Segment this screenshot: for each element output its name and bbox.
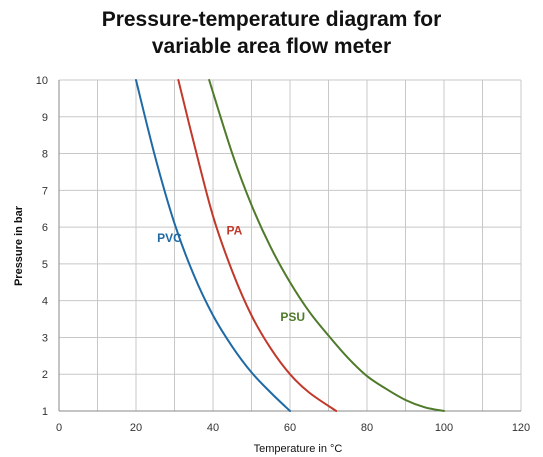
y-tick-label: 8 [42, 149, 48, 161]
grid-lines [58, 79, 522, 412]
y-tick-label: 6 [42, 222, 48, 234]
series-label-pvc: PVC [157, 231, 182, 245]
x-tick-label: 80 [361, 422, 373, 434]
y-tick-label: 10 [36, 75, 48, 87]
x-tick-label: 100 [435, 422, 453, 434]
series-lines [135, 79, 445, 412]
y-tick-label: 4 [42, 296, 48, 308]
series-line-psu [208, 79, 445, 412]
series-line-pvc [135, 79, 291, 412]
y-tick-label: 5 [42, 259, 48, 271]
chart-title-line2: variable area flow meter [151, 35, 392, 58]
x-tick-label: 20 [130, 422, 142, 434]
x-tick-label: 40 [207, 422, 219, 434]
y-tick-label: 3 [42, 332, 48, 344]
tick-labels: 0 20 40 60 80 100 120 1 2 3 4 5 6 7 8 9 10 [36, 75, 530, 434]
y-tick-label: 2 [42, 369, 48, 381]
chart-title: Pressure-temperature diagram for variabl… [0, 6, 543, 60]
y-axis-label: Pressure in bar [13, 205, 25, 286]
series-labels: PVC PA PSU [157, 223, 305, 323]
chart-title-line1: Pressure-temperature diagram for [101, 8, 442, 31]
y-tick-label: 9 [42, 112, 48, 124]
series-line-pa [177, 79, 338, 412]
y-tick-label: 7 [42, 185, 48, 197]
y-tick-label: 1 [42, 406, 48, 418]
series-label-psu: PSU [280, 310, 305, 324]
series-label-pa: PA [226, 223, 242, 237]
x-tick-label: 0 [56, 422, 62, 434]
x-tick-label: 60 [284, 422, 296, 434]
x-tick-label: 120 [512, 422, 530, 434]
x-axis-label: Temperature in °C [254, 443, 343, 455]
